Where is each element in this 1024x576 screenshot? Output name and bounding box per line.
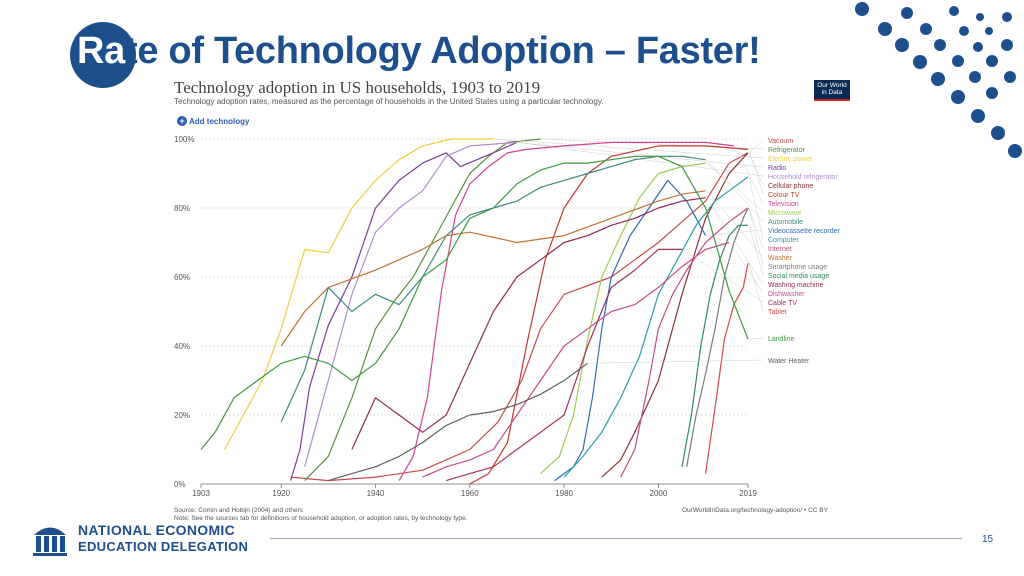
- legend-leader-line: [706, 197, 764, 285]
- x-tick-label: 2000: [650, 489, 668, 498]
- legend-entry: Water Heater: [768, 358, 810, 365]
- add-technology-button[interactable]: + Add technology: [177, 116, 249, 126]
- legend-leader-line: [748, 152, 764, 186]
- org-name-line2: EDUCATION DELEGATION: [78, 539, 249, 554]
- series-line-internet: [620, 207, 749, 478]
- slide-title: Rate of Technology Adoption – Faster!: [77, 30, 761, 72]
- legend-entry: Vacuum: [768, 138, 793, 145]
- series-line-washing-machine: [351, 197, 706, 450]
- series-line-television: [398, 141, 734, 481]
- chart-title: Technology adoption in US households, 19…: [174, 78, 541, 97]
- legend-leader-line: [706, 159, 764, 222]
- plus-icon: +: [177, 116, 187, 126]
- legend-entry: Internet: [768, 246, 792, 253]
- legend-leader-line: [734, 145, 764, 204]
- x-tick-label: 1920: [272, 489, 290, 498]
- page-number: 15: [982, 534, 994, 545]
- series-line-radio: [290, 141, 518, 481]
- chart-source: Source: Comin and Hobijn (2004) and othe…: [174, 507, 468, 522]
- series-line-smartphone-usage: [686, 207, 749, 467]
- legend-entry: Refrigerator: [768, 147, 806, 154]
- y-tick-label: 40%: [174, 342, 190, 351]
- series-line-electric-power: [224, 138, 494, 450]
- legend-entry: Computer: [768, 237, 799, 244]
- series-line-landline: [200, 155, 749, 450]
- legend-leader-line: [748, 225, 764, 276]
- legend-entry: Videocassette recorder: [768, 228, 841, 235]
- series-line-tablet: [705, 263, 749, 474]
- y-tick-label: 100%: [174, 135, 194, 144]
- legend-leader-line: [588, 359, 764, 364]
- legend-entry: Smartphone usage: [768, 264, 827, 271]
- legend-entry: Microwave: [768, 210, 802, 217]
- legend-leader-line: [748, 337, 764, 340]
- series-line-water-heater: [328, 362, 589, 482]
- legend-leader-line: [682, 249, 764, 303]
- legend-leader-line: [517, 142, 764, 168]
- legend-entry: Cellular phone: [768, 183, 813, 190]
- legend-leader-line: [748, 176, 764, 240]
- legend-entry: Washer: [768, 255, 793, 262]
- legend-entry: Electric power: [768, 156, 813, 163]
- series-line-social-media-usage: [681, 224, 748, 467]
- legend-leader-line: [494, 138, 764, 159]
- legend-leader-line: [748, 263, 764, 312]
- y-tick-label: 20%: [174, 411, 190, 420]
- series-line-videocassette-recorder: [554, 179, 707, 482]
- x-tick-label: 1940: [367, 489, 385, 498]
- legend-entry: Television: [768, 201, 799, 208]
- series-line-household-refrigerator: [304, 141, 517, 467]
- legend-entry: Landline: [768, 336, 795, 343]
- legend-entry: Cable TV: [768, 300, 797, 307]
- legend-entry: Automobile: [768, 219, 803, 226]
- legend-entry: Radio: [768, 165, 786, 172]
- y-tick-label: 0%: [174, 480, 186, 489]
- decorative-dot-pattern: [855, 2, 1022, 158]
- x-tick-label: 1903: [192, 489, 210, 498]
- series-line-microwave: [540, 162, 706, 475]
- chart-subtitle: Technology adoption rates, measured as t…: [174, 97, 604, 106]
- legend-leader-line: [748, 149, 764, 195]
- legend-entry: Social media usage: [768, 273, 829, 280]
- series-line-vacuum: [290, 152, 749, 482]
- x-tick-label: 1960: [461, 489, 479, 498]
- series-line-colour-tv: [469, 145, 749, 485]
- series-line-computer: [563, 176, 749, 478]
- org-name-line1: NATIONAL ECONOMIC: [78, 522, 236, 538]
- y-tick-label: 60%: [174, 273, 190, 282]
- org-logo-icon: [33, 527, 67, 556]
- legend-entry: Dishwasher: [768, 291, 805, 298]
- series-line-dishwasher: [422, 241, 730, 478]
- x-tick-label: 2019: [739, 489, 757, 498]
- series-line-washer: [280, 190, 706, 347]
- series-line-cellular-phone: [601, 152, 749, 478]
- series-line-cable-tv: [446, 248, 682, 482]
- legend-leader-line: [706, 190, 764, 258]
- legend-leader-line: [706, 162, 764, 213]
- series-line-automobile: [280, 155, 706, 423]
- owid-url-link[interactable]: OurWorldInData.org/technology-adoption/ …: [682, 507, 828, 514]
- title-accent-circle: [70, 22, 136, 88]
- legend-leader-line: [748, 139, 764, 153]
- x-tick-label: 1980: [555, 489, 573, 498]
- owid-logo[interactable]: Our World in Data: [814, 80, 850, 101]
- legend-entry: Tablet: [768, 309, 787, 316]
- footer-divider: [270, 538, 962, 539]
- legend-leader-line: [748, 207, 764, 267]
- legend-leader-line: [748, 207, 764, 249]
- y-tick-label: 80%: [174, 204, 190, 213]
- legend-entry: Household refrigerator: [768, 174, 838, 181]
- legend-entry: Washing machine: [768, 282, 823, 289]
- legend-leader-line: [706, 229, 764, 236]
- legend-entry: Colour TV: [768, 192, 800, 199]
